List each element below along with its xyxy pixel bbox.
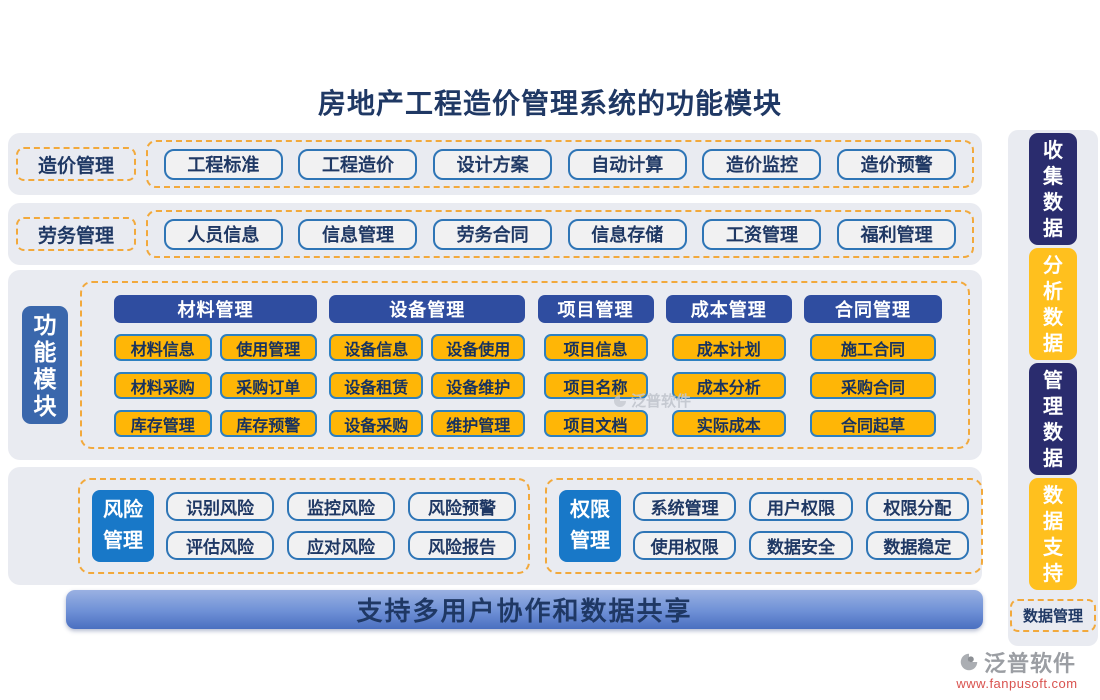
module-button: 项目文档	[543, 410, 648, 437]
module-button: 项目信息	[543, 334, 648, 361]
module-column-header: 设备管理	[329, 295, 526, 323]
module-button: 系统管理	[633, 492, 737, 521]
row-label-labor-management: 劳务管理	[16, 217, 136, 251]
risk-management-group: 风险管理 识别风险 监控风险 风险预警评估风险 应对风险 风险报告	[78, 478, 530, 574]
module-button: 采购订单	[219, 372, 317, 399]
module-column-grid: 项目信息项目名称项目文档	[538, 334, 654, 437]
module-button: 信息存储	[567, 218, 687, 250]
module-button: 工程造价	[298, 148, 418, 180]
module-button: 风险报告	[408, 531, 516, 560]
data-management-chip: 数据管理	[1010, 599, 1096, 632]
collaboration-banner: 支持多用户协作和数据共享	[66, 590, 983, 629]
module-button: 识别风险	[166, 492, 274, 521]
module-column-header: 材料管理	[114, 295, 317, 323]
module-button: 权限分配	[865, 492, 969, 521]
row-label-cost-management: 造价管理	[16, 147, 136, 181]
risk-management-label: 风险管理	[92, 490, 154, 562]
module-column-header: 合同管理	[804, 295, 942, 323]
function-modules-label: 功能模块	[22, 306, 68, 424]
module-button: 设备信息	[329, 334, 424, 361]
sidebar-item: 管理数据	[1029, 363, 1077, 475]
sidebar-item: 分析数据	[1029, 248, 1077, 360]
module-button: 采购合同	[810, 372, 936, 399]
module-button: 项目名称	[543, 372, 648, 399]
module-button: 数据稳定	[865, 531, 969, 560]
cost-management-row: 造价管理 工程标准 工程造价 设计方案 自动计算 造价监控 造价预警	[8, 133, 982, 195]
permission-management-group: 权限管理 系统管理 用户权限 权限分配使用权限 数据安全 数据稳定	[545, 478, 983, 574]
module-column-grid: 设备信息 设备使用 设备租赁 设备维护 设备采购 维护管理	[329, 334, 526, 437]
module-button: 施工合同	[810, 334, 936, 361]
module-column: 合同管理施工合同采购合同合同起草	[804, 295, 942, 437]
module-button: 成本分析	[671, 372, 786, 399]
module-column-header: 项目管理	[537, 295, 654, 323]
data-sidebar: 收集数据 分析数据 管理数据 数据支持 数据管理	[1008, 130, 1098, 646]
risk-management-buttons: 识别风险 监控风险 风险预警评估风险 应对风险 风险报告	[166, 492, 516, 560]
module-button: 劳务合同	[433, 218, 553, 250]
permission-management-label: 权限管理	[559, 490, 621, 562]
module-button: 使用权限	[633, 531, 737, 560]
module-button: 成本计划	[671, 334, 786, 361]
module-button: 自动计算	[567, 148, 687, 180]
function-modules-columns: 材料管理 材料信息 使用管理 材料采购 采购订单 库存管理 库存预警 设备管理 设备信息 设备使用…	[80, 281, 970, 449]
module-button: 工资管理	[702, 218, 822, 250]
risk-permission-panel: 风险管理 识别风险 监控风险 风险预警评估风险 应对风险 风险报告 权限管理 系统管理用…	[8, 467, 983, 585]
module-column: 成本管理成本计划成本分析实际成本	[665, 295, 792, 437]
permission-management-buttons: 系统管理 用户权限 权限分配使用权限 数据安全 数据稳定	[633, 492, 969, 560]
module-button: 工程标准	[163, 148, 283, 180]
cost-management-buttons: 工程标准 工程造价 设计方案 自动计算 造价监控 造价预警	[146, 140, 974, 188]
module-button: 数据安全	[749, 531, 853, 560]
module-button: 设备租赁	[329, 372, 424, 399]
module-button: 实际成本	[671, 410, 786, 437]
module-button: 评估风险	[166, 531, 274, 560]
brand-url: www.fanpusoft.com	[956, 676, 1078, 691]
labor-management-buttons: 人员信息 信息管理 劳务合同 信息存储 工资管理 福利管理	[146, 210, 974, 258]
function-modules-panel: 功能模块 材料管理 材料信息 使用管理 材料采购 采购订单 库存管理 库存预警 设备管理 设备信…	[8, 270, 982, 460]
module-column: 设备管理设备信息 设备使用 设备租赁 设备维护 设备采购 维护管理	[329, 295, 526, 437]
module-button: 应对风险	[287, 531, 395, 560]
module-button: 维护管理	[431, 410, 526, 437]
sidebar-item: 收集数据	[1029, 133, 1077, 245]
sidebar-item: 数据支持	[1029, 478, 1077, 590]
module-button: 风险预警	[408, 492, 516, 521]
labor-management-row: 劳务管理 人员信息 信息管理 劳务合同 信息存储 工资管理 福利管理	[8, 203, 982, 265]
module-button: 人员信息	[163, 218, 283, 250]
module-column: 材料管理材料信息 使用管理 材料采购 采购订单 库存管理 库存预警	[114, 295, 317, 437]
module-button: 材料采购	[114, 372, 212, 399]
module-button: 造价预警	[837, 148, 957, 180]
module-button: 使用管理	[219, 334, 317, 361]
module-button: 库存管理	[114, 410, 212, 437]
brand-name: 泛普软件	[983, 651, 1076, 676]
brand-block: 泛普软件 www.fanpusoft.com	[938, 646, 1096, 691]
page-title: 房地产工程造价管理系统的功能模块	[317, 89, 782, 120]
module-button: 信息管理	[298, 218, 418, 250]
module-button: 库存预警	[219, 410, 317, 437]
module-button: 福利管理	[837, 218, 957, 250]
module-button: 设备维护	[431, 372, 526, 399]
module-button: 设计方案	[433, 148, 553, 180]
module-button: 材料信息	[114, 334, 212, 361]
module-button: 造价监控	[702, 148, 822, 180]
module-column: 项目管理项目信息项目名称项目文档	[537, 295, 654, 437]
module-column-grid: 材料信息 使用管理 材料采购 采购订单 库存管理 库存预警	[114, 334, 317, 437]
module-button: 监控风险	[287, 492, 395, 521]
fanpu-logo-icon	[960, 653, 978, 671]
module-column-grid: 施工合同采购合同合同起草	[804, 334, 942, 437]
module-column-header: 成本管理	[665, 295, 792, 323]
module-button: 用户权限	[749, 492, 853, 521]
module-column-grid: 成本计划成本分析实际成本	[666, 334, 792, 437]
module-button: 设备采购	[329, 410, 424, 437]
module-button: 设备使用	[431, 334, 526, 361]
module-button: 合同起草	[810, 410, 936, 437]
